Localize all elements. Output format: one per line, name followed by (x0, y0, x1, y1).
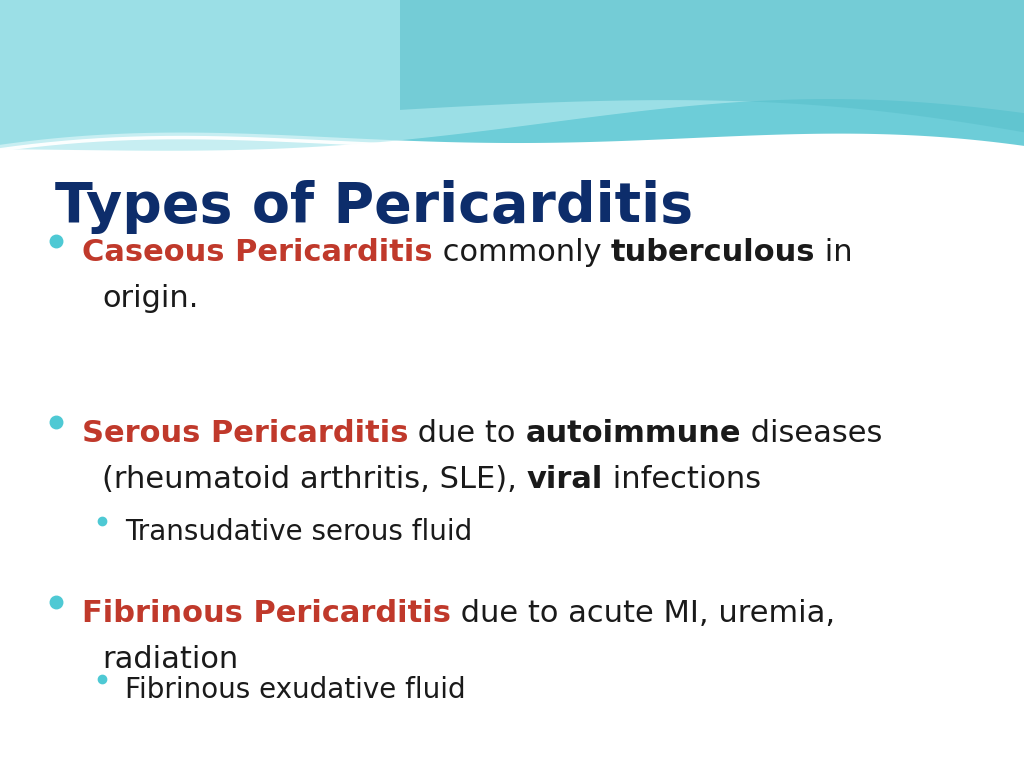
Text: due to acute MI, uremia,: due to acute MI, uremia, (451, 599, 835, 628)
Text: due to: due to (409, 419, 525, 448)
Text: (rheumatoid arthritis, SLE),: (rheumatoid arthritis, SLE), (102, 465, 526, 494)
Text: tuberculous: tuberculous (611, 238, 815, 267)
Text: Caseous Pericarditis: Caseous Pericarditis (82, 238, 432, 267)
Text: origin.: origin. (102, 284, 199, 313)
Polygon shape (0, 0, 1024, 151)
Text: Fibrinous exudative fluid: Fibrinous exudative fluid (125, 676, 466, 703)
Text: commonly: commonly (432, 238, 611, 267)
Text: viral: viral (526, 465, 603, 494)
Text: autoimmune: autoimmune (525, 419, 741, 448)
Polygon shape (400, 0, 1024, 132)
Text: diseases: diseases (741, 419, 883, 448)
Text: Fibrinous Pericarditis: Fibrinous Pericarditis (82, 599, 451, 628)
Text: in: in (815, 238, 853, 267)
Text: radiation: radiation (102, 645, 239, 674)
Text: Transudative serous fluid: Transudative serous fluid (125, 518, 472, 546)
Text: Serous Pericarditis: Serous Pericarditis (82, 419, 409, 448)
Text: Types of Pericarditis: Types of Pericarditis (55, 180, 693, 234)
Polygon shape (0, 0, 1024, 146)
Text: infections: infections (603, 465, 761, 494)
